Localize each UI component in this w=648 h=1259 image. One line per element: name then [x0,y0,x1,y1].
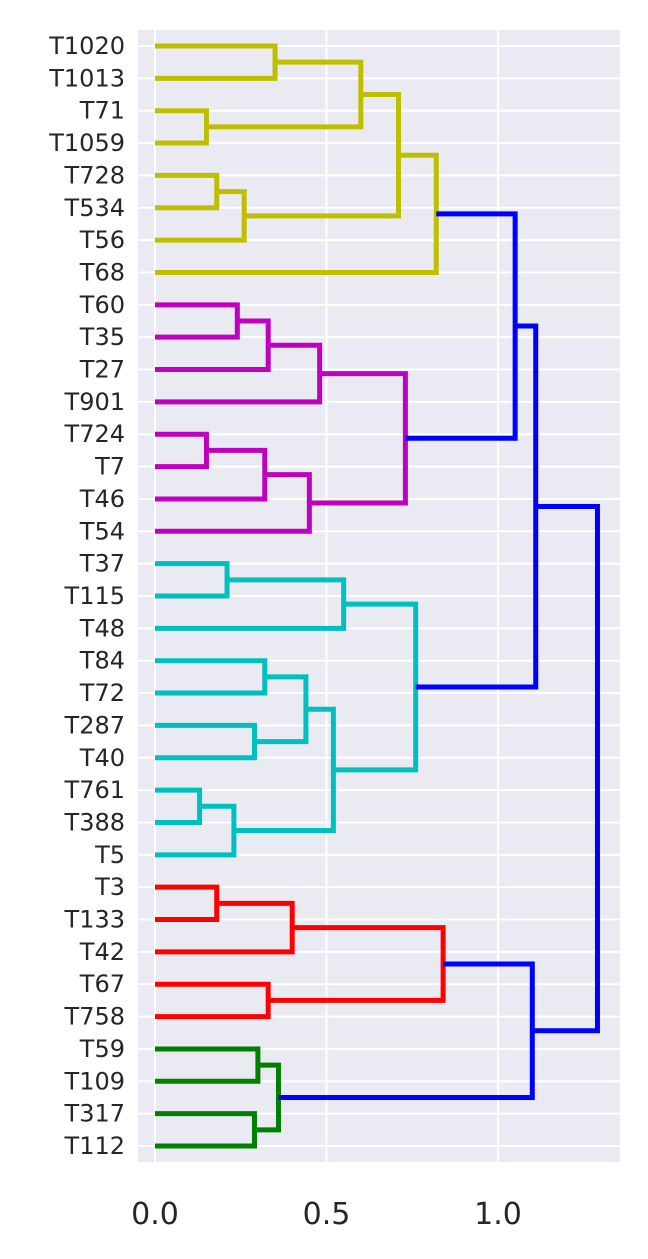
leaf-label: T37 [79,550,125,578]
x-tick-label: 0.5 [303,1197,351,1232]
leaf-label: T27 [79,356,125,384]
leaf-label: T388 [64,808,125,836]
leaf-label: T56 [79,226,125,254]
leaf-label: T84 [79,647,125,675]
leaf-label: T758 [64,1003,125,1031]
leaf-label: T59 [79,1035,125,1063]
leaf-label: T317 [64,1100,125,1128]
leaf-label: T35 [79,323,125,351]
dendrogram-links [155,43,600,1149]
x-tick-label: 0.0 [131,1197,179,1232]
leaf-label: T761 [64,776,125,804]
leaf-label: T60 [79,291,125,319]
leaf-label: T3 [94,873,125,901]
leaf-label: T534 [64,194,125,222]
x-tick-label: 1.0 [474,1197,522,1232]
leaf-label: T115 [64,582,125,610]
leaf-label: T724 [64,420,125,448]
leaf-label: T109 [64,1067,125,1095]
leaf-label: T71 [79,97,125,125]
leaf-label: T67 [79,970,125,998]
leaf-label: T728 [64,161,125,189]
leaf-labels: T1020 T1013 T71 T1059 T728 T534 T56 T68 T60 T35 T2… [48,32,125,1160]
leaf-label: T48 [79,614,125,642]
leaf-label: T68 [79,258,125,286]
x-tick-labels: 0.0 0.5 1.0 [131,1197,522,1232]
leaf-label: T40 [79,744,125,772]
leaf-label: T7 [94,453,125,481]
leaf-label: T5 [94,841,125,869]
leaf-label: T1059 [48,129,125,157]
leaf-label: T42 [79,938,125,966]
link-m34 [532,504,600,1034]
leaf-label: T133 [64,906,125,934]
leaf-label: T1020 [48,32,125,60]
leaf-label: T1013 [48,64,125,92]
leaf-label: T54 [79,517,125,545]
leaf-label: T901 [64,388,125,416]
leaf-label: T112 [64,1132,125,1160]
leaf-label: T72 [79,679,125,707]
leaf-label: T287 [64,711,125,739]
leaf-label: T46 [79,485,125,513]
